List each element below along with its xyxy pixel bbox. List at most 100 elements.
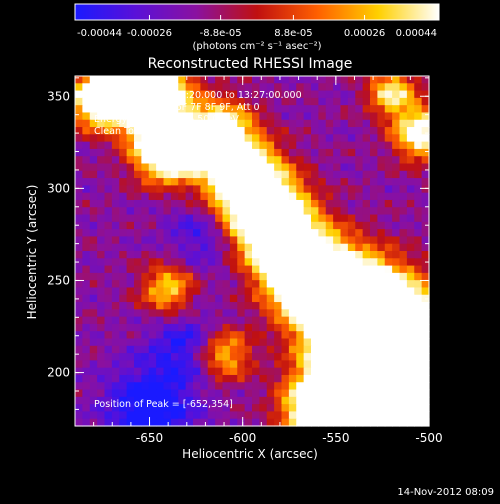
heatmap-cell [148, 367, 157, 376]
heatmap-cell [163, 148, 172, 157]
heatmap-cell [207, 112, 216, 121]
heatmap-cell [97, 280, 106, 289]
heatmap-cell [318, 127, 327, 135]
heatmap-cell [274, 83, 283, 92]
heatmap-cell [399, 199, 408, 208]
heatmap-cell [237, 294, 246, 303]
heatmap-cell [89, 345, 98, 354]
heatmap-cell [75, 148, 83, 157]
heatmap-cell [207, 353, 216, 361]
heatmap-cell [119, 331, 128, 340]
heatmap-cell [89, 83, 98, 92]
heatmap-cell [384, 170, 393, 179]
heatmap-cell [377, 97, 386, 106]
heatmap-cell [222, 287, 231, 296]
heatmap-cell [126, 199, 135, 208]
heatmap-cell [399, 207, 408, 216]
heatmap-cell [355, 134, 364, 143]
heatmap-cell [126, 331, 135, 340]
heatmap-cell [119, 411, 128, 420]
heatmap-cell [325, 207, 334, 216]
heatmap-cell [215, 367, 224, 376]
annotation-block: 14-Nov-2012 13:24:20.000 to 13:27:00.000… [94, 90, 302, 410]
heatmap-cell [281, 83, 290, 92]
heatmap-cell [266, 280, 275, 289]
heatmap-cell [156, 251, 165, 259]
heatmap-cell [399, 97, 408, 106]
heatmap-cell [303, 97, 312, 106]
heatmap-cell [296, 141, 305, 150]
heatmap-cell [156, 294, 165, 303]
heatmap-cell [288, 389, 297, 398]
heatmap-cell [421, 236, 430, 245]
heatmap-cell [82, 141, 91, 150]
heatmap-cell [421, 192, 430, 201]
heatmap-cell [399, 367, 408, 376]
heatmap-cell [111, 156, 120, 165]
heatmap-cell [347, 280, 356, 289]
heatmap-cell [377, 411, 386, 420]
heatmap-cell [266, 331, 275, 340]
heatmap-cell [340, 112, 349, 121]
heatmap-cell [311, 309, 319, 318]
heatmap-cell [421, 404, 430, 413]
heatmap-cell [303, 148, 312, 157]
heatmap-cell [296, 302, 305, 310]
heatmap-cell [325, 287, 334, 296]
heatmap-cell [259, 258, 268, 267]
heatmap-cell [119, 265, 128, 274]
heatmap-cell [281, 302, 290, 310]
heatmap-cell [355, 396, 364, 405]
heatmap-cell [111, 221, 120, 230]
heatmap-cell [170, 374, 179, 383]
heatmap-cell [370, 90, 378, 99]
heatmap-cell [266, 214, 275, 223]
heatmap-cell [347, 214, 356, 223]
heatmap-cell [126, 316, 135, 325]
heatmap-cell [377, 170, 386, 179]
heatmap-cell [148, 316, 157, 325]
heatmap-cell [325, 119, 334, 128]
heatmap-cell [259, 141, 268, 150]
heatmap-cell [200, 156, 209, 165]
heatmap-cell [259, 243, 268, 252]
heatmap-cell [222, 367, 231, 376]
heatmap-cell [384, 345, 393, 354]
heatmap-cell [229, 134, 238, 143]
heatmap-cell [229, 338, 238, 347]
heatmap-cell [178, 316, 187, 325]
heatmap-cell [392, 287, 401, 296]
heatmap-cell [377, 214, 386, 223]
heatmap-cell [274, 97, 283, 106]
heatmap-cell [163, 323, 172, 332]
heatmap-cell [399, 396, 408, 405]
heatmap-cell [259, 389, 268, 398]
heatmap-cell [347, 323, 356, 332]
heatmap-cell [126, 127, 135, 135]
heatmap-cell [362, 258, 371, 267]
heatmap-cell [237, 404, 246, 413]
heatmap-cell [75, 345, 83, 354]
heatmap-cell [421, 323, 430, 332]
heatmap-cell [215, 229, 224, 238]
heatmap-cell [370, 236, 378, 245]
heatmap-cell [207, 382, 216, 391]
heatmap-cell [296, 112, 305, 121]
heatmap-cell [392, 345, 401, 354]
heatmap-cell [178, 199, 187, 208]
heatmap-cell [244, 214, 253, 223]
heatmap-cell [97, 214, 106, 223]
heatmap-cell [97, 396, 106, 405]
heatmap-cell [340, 396, 349, 405]
heatmap-cell [377, 404, 386, 413]
heatmap-cell [355, 418, 364, 427]
heatmap-cell [148, 411, 157, 420]
heatmap-cell [200, 127, 209, 135]
heatmap-cell [82, 119, 91, 128]
heatmap-cell [355, 323, 364, 332]
heatmap-cell [163, 192, 172, 201]
heatmap-cell [156, 345, 165, 354]
heatmap-cell [119, 170, 128, 179]
heatmap-cell [355, 265, 364, 274]
heatmap-cell [104, 272, 113, 281]
